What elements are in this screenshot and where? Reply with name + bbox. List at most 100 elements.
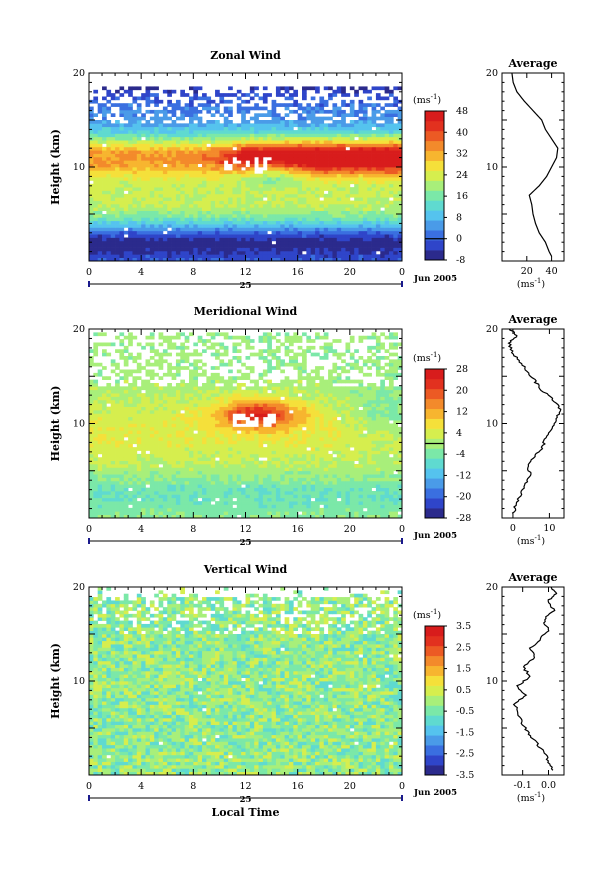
heatmap-cell xyxy=(319,120,325,124)
heatmap-cell xyxy=(193,501,199,505)
heatmap-cell xyxy=(97,504,103,509)
heatmap-cell xyxy=(232,183,238,188)
heatmap-cell xyxy=(284,234,290,238)
heatmap-cell xyxy=(275,153,281,158)
heatmap-cell xyxy=(349,497,355,502)
heatmap-cell xyxy=(158,227,164,232)
heatmap-cell xyxy=(106,130,112,134)
heatmap-cell xyxy=(332,89,338,94)
heatmap-cell xyxy=(171,210,177,215)
heatmap-cell xyxy=(328,244,333,248)
heatmap-cell xyxy=(341,240,346,245)
heatmap-cell xyxy=(171,167,177,171)
heatmap-cell xyxy=(288,220,294,225)
heatmap-cell xyxy=(254,120,259,124)
heatmap-cell xyxy=(258,193,264,198)
heatmap-cell xyxy=(271,156,277,161)
heatmap-cell xyxy=(249,234,255,238)
heatmap-cell xyxy=(362,180,368,185)
heatmap-cell xyxy=(332,450,338,455)
heatmap-cell xyxy=(367,207,372,211)
heatmap-cell xyxy=(315,494,320,499)
heatmap-cell xyxy=(323,220,329,225)
heatmap-cell xyxy=(271,136,277,141)
heatmap-cell xyxy=(102,480,107,485)
heatmap-cell xyxy=(388,187,394,191)
heatmap-cell xyxy=(362,240,368,245)
heatmap-cell xyxy=(188,180,194,185)
heatmap-cell xyxy=(136,120,142,124)
heatmap-cell xyxy=(175,103,181,107)
heatmap-cell xyxy=(284,130,290,134)
heatmap-cell xyxy=(258,200,264,205)
heatmap-cell xyxy=(106,109,112,114)
heatmap-cell xyxy=(89,126,94,131)
heatmap-cell xyxy=(297,190,303,195)
heatmap-cell xyxy=(102,220,107,225)
heatmap-cell xyxy=(149,507,155,512)
heatmap-cell xyxy=(219,130,225,134)
heatmap-cell xyxy=(345,224,351,228)
heatmap-cell xyxy=(136,123,142,128)
heatmap-cell xyxy=(89,106,94,111)
heatmap-cell xyxy=(323,183,329,188)
heatmap-cell xyxy=(310,224,316,228)
heatmap-cell xyxy=(158,453,164,458)
heatmap-cell xyxy=(141,150,146,154)
heatmap-cell xyxy=(345,123,351,128)
heatmap-cell xyxy=(219,136,225,141)
heatmap-cell xyxy=(358,187,364,191)
heatmap-cell xyxy=(271,453,277,458)
heatmap-cell xyxy=(167,150,172,154)
heatmap-cell xyxy=(167,193,172,198)
heatmap-cell xyxy=(210,440,216,445)
heatmap-cell xyxy=(110,180,116,185)
heatmap-cell xyxy=(358,497,364,502)
heatmap-cell xyxy=(375,514,381,519)
heatmap-cell xyxy=(262,133,268,138)
heatmap-cell xyxy=(210,130,216,134)
heatmap-cell xyxy=(388,464,394,468)
heatmap-cell xyxy=(275,193,281,198)
heatmap-cell xyxy=(180,187,185,191)
heatmap-cell xyxy=(275,230,281,235)
heatmap-cell xyxy=(341,484,346,488)
heatmap-cell xyxy=(232,460,238,465)
heatmap-cell xyxy=(193,197,199,201)
heatmap-cell xyxy=(132,447,138,451)
heatmap-cell xyxy=(380,193,385,198)
heatmap-cell xyxy=(367,464,372,468)
heatmap-cell xyxy=(284,106,290,111)
heatmap-cell xyxy=(354,457,359,461)
heatmap-cell xyxy=(141,187,146,191)
heatmap-cell xyxy=(188,163,194,168)
heatmap-cell xyxy=(175,187,181,191)
heatmap-cell xyxy=(384,109,390,114)
heatmap-cell xyxy=(384,193,390,198)
heatmap-cell xyxy=(106,120,112,124)
average-title: Average xyxy=(507,57,557,70)
heatmap-cell xyxy=(336,113,342,117)
heatmap-cell xyxy=(288,96,294,101)
heatmap-cell xyxy=(341,120,346,124)
heatmap-cell xyxy=(271,163,277,168)
heatmap-cell xyxy=(136,210,142,215)
heatmap-cell xyxy=(275,133,281,138)
heatmap-cell xyxy=(167,116,172,121)
heatmap-cell xyxy=(184,136,190,141)
heatmap-cell xyxy=(89,507,94,512)
heatmap-cell xyxy=(354,447,359,451)
heatmap-cell xyxy=(193,106,199,111)
heatmap-cell xyxy=(393,86,399,91)
heatmap-cell xyxy=(288,130,294,134)
heatmap-cell xyxy=(119,220,125,225)
heatmap-cell xyxy=(249,207,255,211)
heatmap-cell xyxy=(141,460,146,465)
heatmap-cell xyxy=(249,160,255,164)
heatmap-cell xyxy=(306,250,312,255)
heatmap-cell xyxy=(319,464,325,468)
heatmap-cell xyxy=(162,497,168,502)
heatmap-cell xyxy=(302,484,307,488)
heatmap-cell xyxy=(267,120,272,124)
heatmap-cell xyxy=(171,150,177,154)
